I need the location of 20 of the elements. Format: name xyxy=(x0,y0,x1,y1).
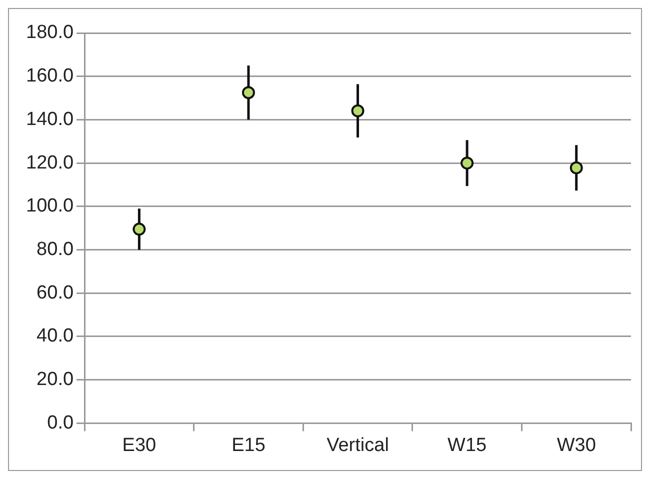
y-tick-label: 120.0 xyxy=(26,152,74,174)
x-tick-label: E15 xyxy=(232,434,266,456)
y-tick-label: 40.0 xyxy=(36,326,74,347)
y-tick-label: 140.0 xyxy=(26,108,74,130)
y-tick-label: 80.0 xyxy=(36,239,74,260)
point xyxy=(460,156,474,170)
point xyxy=(570,161,583,174)
point xyxy=(132,222,146,236)
y-tick-label: 180.0 xyxy=(26,22,74,44)
y-tick-label: 0.0 xyxy=(47,412,74,434)
y-tick-label: 160.0 xyxy=(26,66,74,87)
x-tick-label: W15 xyxy=(448,434,487,456)
x-tick-label: E30 xyxy=(122,434,156,456)
point xyxy=(242,86,255,100)
point xyxy=(351,104,364,118)
x-tick-label: Vertical xyxy=(326,434,389,456)
y-tick-label: 100.0 xyxy=(26,196,74,217)
y-tick-label: 60.0 xyxy=(36,282,74,304)
y-tick-label: 20.0 xyxy=(36,369,74,390)
x-tick-label: W30 xyxy=(556,434,596,456)
